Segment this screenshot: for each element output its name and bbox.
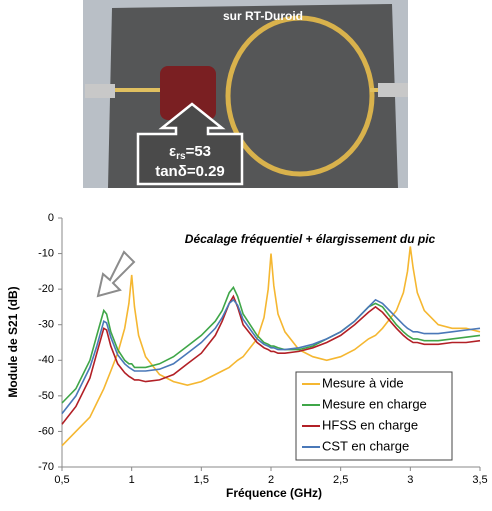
permittivity-subscript: rs [176,151,186,162]
legend-box [295,371,453,461]
legend-label: Mesure en charge [322,396,427,411]
series-line [61,285,481,404]
permittivity-label: εrs=53 [169,143,211,162]
legend-label: HFSS en charge [322,417,418,432]
callout [136,102,244,186]
connector-right [378,83,408,97]
x-tick-label: 2 [268,474,274,486]
series-line [61,298,481,415]
x-tick-label: 3 [407,474,413,486]
legend-label: Mesure à vide [322,375,404,390]
y-tick-label: -60 [38,425,54,437]
y-tick-label: -20 [38,283,54,295]
x-tick-label: 3,5 [472,474,487,486]
series-line [61,294,481,425]
x-tick-label: 0,5 [54,474,69,486]
y-tick-label: -30 [38,319,54,331]
loss-tangent: tanδ=0.29 [155,163,225,180]
permittivity-symbol: ε [169,143,176,160]
x-axis-label: Fréquence (GHz) [226,486,322,500]
photo-caption: sur RT-Duroid [223,9,303,23]
feed-line-left [115,88,163,92]
y-tick-label: 0 [48,212,54,224]
permittivity-value: =53 [186,143,211,160]
annotation: Décalage fréquentiel + élargissement du … [185,232,436,246]
y-axis-label: Module de S21 (dB) [6,286,20,397]
connector-left [85,84,115,98]
photo: sur RT-Duroid εrs=53 tanδ=0.29 [83,0,408,188]
y-tick-label: -40 [38,354,54,366]
ring-resonator [225,15,375,177]
x-tick-label: 1,5 [194,474,209,486]
series-line [61,246,481,447]
legend-label: CST en charge [322,438,409,453]
sample [160,66,216,120]
y-tick-label: -70 [38,461,54,473]
x-tick-label: 2,5 [333,474,348,486]
y-tick-label: -50 [38,390,54,402]
x-tick-label: 1 [129,474,135,486]
annotation-arrow [96,250,136,298]
y-tick-label: -10 [38,247,54,259]
